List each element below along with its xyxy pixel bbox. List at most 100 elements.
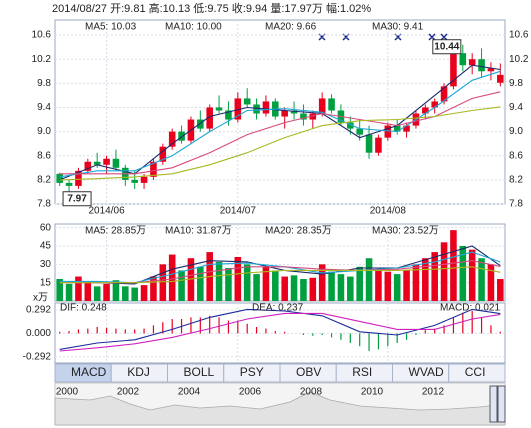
- candle-body: [365, 134, 373, 153]
- volume-bar: [412, 264, 420, 301]
- timeline-handle[interactable]: [497, 385, 506, 423]
- candle-body: [215, 107, 223, 111]
- volume-bar: [56, 279, 63, 301]
- unit-label: x万: [33, 293, 48, 304]
- candle-body: [497, 74, 504, 83]
- volume-bar: [178, 270, 185, 301]
- candle-body: [197, 119, 204, 129]
- candle-body: [356, 128, 363, 135]
- candle-body: [290, 110, 298, 114]
- candle-body: [56, 173, 63, 183]
- volume-bar: [159, 264, 167, 301]
- legend-label: MACD: 0.021: [440, 303, 500, 314]
- timeline-handle[interactable]: [489, 385, 498, 423]
- volume-bar: [65, 283, 73, 301]
- volume-bar: [93, 286, 101, 301]
- y-tick-label: 9.0: [37, 126, 51, 137]
- volume-bar: [318, 264, 326, 301]
- volume-bar: [487, 264, 495, 301]
- y-tick-label: -0.292: [23, 351, 52, 362]
- legend-label: MA5: 10.03: [85, 22, 137, 33]
- legend-label: MA10: 31.87万: [165, 226, 232, 237]
- candle-body: [328, 98, 335, 111]
- legend-label: MA20: 28.35万: [265, 226, 332, 237]
- annotation-label: 10.44: [434, 41, 459, 52]
- y-tick-label: 8.2: [37, 175, 51, 186]
- candle-body: [431, 101, 438, 108]
- indicator-tab[interactable]: [448, 363, 506, 383]
- volume-bar: [497, 279, 504, 301]
- volume-bar: [328, 271, 335, 301]
- volume-bar: [347, 276, 354, 301]
- annotation-label: 7.97: [67, 193, 87, 204]
- candle-body: [103, 158, 110, 165]
- candle-body: [168, 131, 176, 147]
- candle-body: [131, 179, 138, 183]
- volume-bar: [450, 230, 457, 301]
- volume-bar: [187, 258, 195, 301]
- volume-bar: [225, 268, 232, 301]
- candle-body: [225, 110, 232, 120]
- candle-body: [450, 53, 457, 87]
- volume-bar: [253, 274, 260, 301]
- volume-bar: [300, 279, 307, 301]
- y-tick-label: 9.8: [37, 78, 51, 89]
- y-tick-label: 10.6: [32, 30, 52, 41]
- volume-bar: [281, 276, 288, 301]
- y-tick-label: 9.8: [509, 78, 523, 89]
- volume-bar: [337, 274, 345, 301]
- candle-body: [112, 158, 120, 168]
- y-tick-label: 15: [40, 277, 52, 288]
- volume-bar: [75, 276, 82, 301]
- volume-bar: [168, 254, 176, 301]
- volume-bar: [234, 257, 242, 301]
- volume-bar: [112, 280, 120, 301]
- volume-bar: [384, 271, 392, 301]
- volume-bar: [103, 283, 110, 301]
- candle-body: [140, 176, 148, 183]
- candle-body: [93, 161, 101, 165]
- candle-body: [403, 125, 410, 132]
- y-tick-label: 9.0: [509, 126, 523, 137]
- volume-bar: [131, 287, 138, 301]
- timeline-year: 2004: [178, 387, 201, 398]
- legend-label: DEA: 0.237: [252, 303, 304, 314]
- candle-body: [234, 98, 242, 120]
- y-tick-label: 7.8: [509, 199, 523, 210]
- candle-body: [459, 53, 467, 66]
- candle-body: [65, 182, 73, 186]
- volume-bar: [478, 258, 485, 301]
- y-tick-label: 7.8: [37, 199, 51, 210]
- candle-body: [347, 122, 354, 129]
- y-tick-label: 9.4: [37, 102, 51, 113]
- ma-line: [59, 312, 501, 352]
- legend-label: MA30: 23.52万: [372, 226, 439, 237]
- y-tick-label: 9.4: [509, 102, 523, 113]
- candle-body: [253, 104, 260, 114]
- tab-label: CCI: [465, 365, 486, 379]
- volume-bar: [290, 275, 298, 301]
- y-tick-label: 0.000: [26, 328, 51, 339]
- y-tick-label: 30: [40, 259, 52, 270]
- x-tick-label: 2014/07: [220, 206, 257, 217]
- volume-bar: [403, 270, 410, 301]
- volume-bar: [468, 249, 476, 301]
- volume-bar: [140, 285, 148, 301]
- candle-body: [468, 59, 476, 66]
- volume-bar: [431, 252, 438, 301]
- volume-bar: [393, 274, 401, 301]
- timeline-year: 2002: [117, 387, 140, 398]
- volume-bar: [356, 266, 363, 301]
- candle-body: [478, 59, 485, 72]
- ma-line: [59, 308, 501, 350]
- ma-line: [59, 106, 501, 181]
- volume-bar: [243, 264, 251, 301]
- y-tick-label: 8.6: [37, 150, 51, 161]
- volume-bar: [422, 258, 429, 301]
- volume-bar: [150, 276, 157, 301]
- timeline-year: 2000: [56, 387, 79, 398]
- candle-body: [243, 98, 251, 105]
- header-quote: 2014/08/27 开:9.81 高:10.13 低:9.75 收:9.94 …: [52, 1, 371, 15]
- candle-body: [300, 113, 307, 120]
- volume-bar: [375, 269, 382, 301]
